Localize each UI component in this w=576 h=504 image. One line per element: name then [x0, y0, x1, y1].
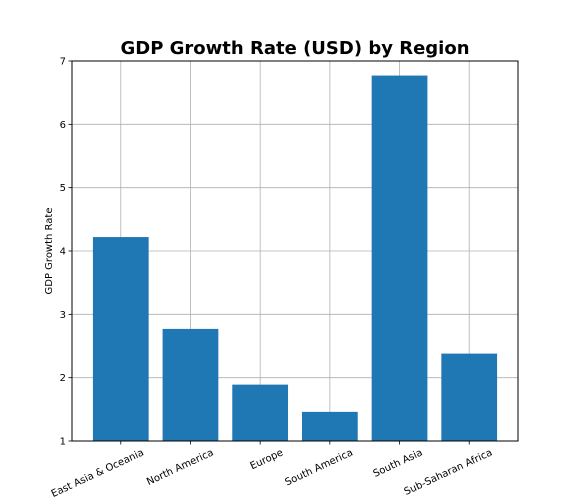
- bar: [441, 353, 498, 441]
- bar: [92, 237, 149, 441]
- x-axis-ticks: East Asia & Oceania North America EuropeSo…: [50, 441, 494, 500]
- y-tick-label: 7: [60, 57, 66, 68]
- bar: [232, 384, 289, 441]
- bars: [92, 75, 498, 442]
- y-tick-label: 3: [60, 310, 66, 321]
- y-axis-ticks: 1 2 3 4 5 6 7: [60, 57, 72, 448]
- y-tick-label: 4: [60, 247, 66, 258]
- x-tick-label: South America: [284, 447, 355, 488]
- bar: [162, 328, 219, 441]
- y-tick-label: 5: [60, 183, 66, 194]
- x-tick-label: East Asia & Oceania: [50, 447, 146, 500]
- x-tick-label: Europe: [249, 447, 286, 472]
- y-axis-label: GDP Growth Rate: [44, 208, 55, 295]
- y-tick-label: 6: [60, 120, 66, 131]
- bar: [301, 411, 358, 441]
- chart-title: GDP Growth Rate (USD) by Region: [120, 38, 469, 59]
- x-tick-label: North America: [145, 447, 215, 488]
- bar: [371, 75, 428, 442]
- x-tick-label: South Asia: [372, 447, 425, 479]
- y-tick-label: 1: [60, 437, 66, 448]
- y-tick-label: 2: [60, 373, 66, 384]
